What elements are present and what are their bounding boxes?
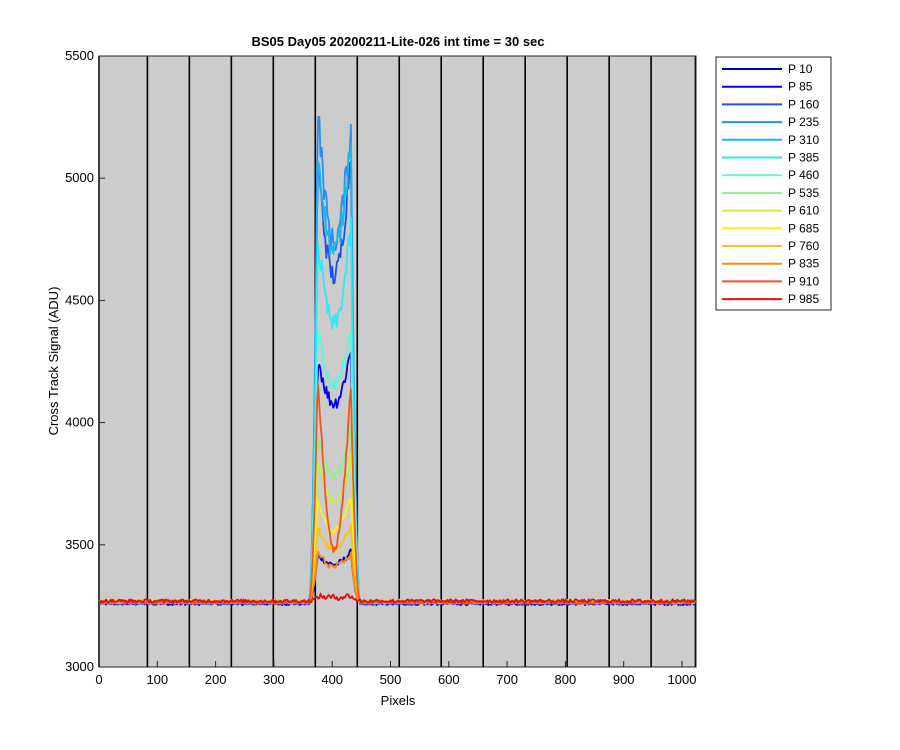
legend-label: P 760 bbox=[788, 239, 819, 253]
plot-area bbox=[99, 56, 696, 667]
legend-label: P 685 bbox=[788, 221, 819, 235]
y-tick-label: 5500 bbox=[65, 48, 94, 63]
series-line-p985 bbox=[98, 592, 696, 604]
y-axis-label: Cross Track Signal (ADU) bbox=[46, 287, 61, 436]
x-tick-label: 300 bbox=[263, 672, 285, 687]
x-tick-label: 100 bbox=[146, 672, 168, 687]
legend-label: P 160 bbox=[788, 97, 819, 111]
y-tick-label: 4500 bbox=[65, 292, 94, 307]
legend-label: P 985 bbox=[788, 292, 819, 306]
legend-label: P 610 bbox=[788, 204, 819, 218]
y-tick-label: 4000 bbox=[65, 415, 94, 430]
x-tick-label: 400 bbox=[321, 672, 343, 687]
legend-label: P 10 bbox=[788, 62, 813, 76]
y-tick-label: 3000 bbox=[65, 659, 94, 674]
chart-title: BS05 Day05 20200211-Lite-026 int time = … bbox=[251, 34, 544, 49]
x-tick-label: 900 bbox=[613, 672, 635, 687]
legend-label: P 310 bbox=[788, 133, 819, 147]
x-axis-label: Pixels bbox=[381, 693, 416, 708]
x-tick-label: 700 bbox=[496, 672, 518, 687]
legend-label: P 910 bbox=[788, 274, 819, 288]
series-lines bbox=[98, 115, 696, 607]
legend-label: P 835 bbox=[788, 257, 819, 271]
x-tick-label: 600 bbox=[438, 672, 460, 687]
y-tick-label: 3500 bbox=[65, 537, 94, 552]
legend-box bbox=[715, 56, 832, 311]
x-tick-label: 0 bbox=[95, 672, 102, 687]
y-tick-label: 5000 bbox=[65, 170, 94, 185]
y-axis: 3000 3500 4000 4500 5000 5500 bbox=[65, 48, 105, 674]
legend: P 10 P 85 P 160 P 235 P 310 P 385 P 460 P 535 P … bbox=[722, 62, 819, 306]
legend-label: P 535 bbox=[788, 186, 819, 200]
x-axis: 0 100 200 300 400 500 600 700 800 900 1000 bbox=[95, 661, 696, 687]
x-tick-label: 1000 bbox=[668, 672, 697, 687]
x-tick-label: 500 bbox=[380, 672, 402, 687]
legend-label: P 235 bbox=[788, 115, 819, 129]
legend-label: P 85 bbox=[788, 80, 813, 94]
legend-label: P 385 bbox=[788, 151, 819, 165]
plot-frame bbox=[98, 55, 697, 668]
legend-label: P 460 bbox=[788, 168, 819, 182]
x-tick-label: 200 bbox=[205, 672, 227, 687]
x-tick-label: 800 bbox=[555, 672, 577, 687]
